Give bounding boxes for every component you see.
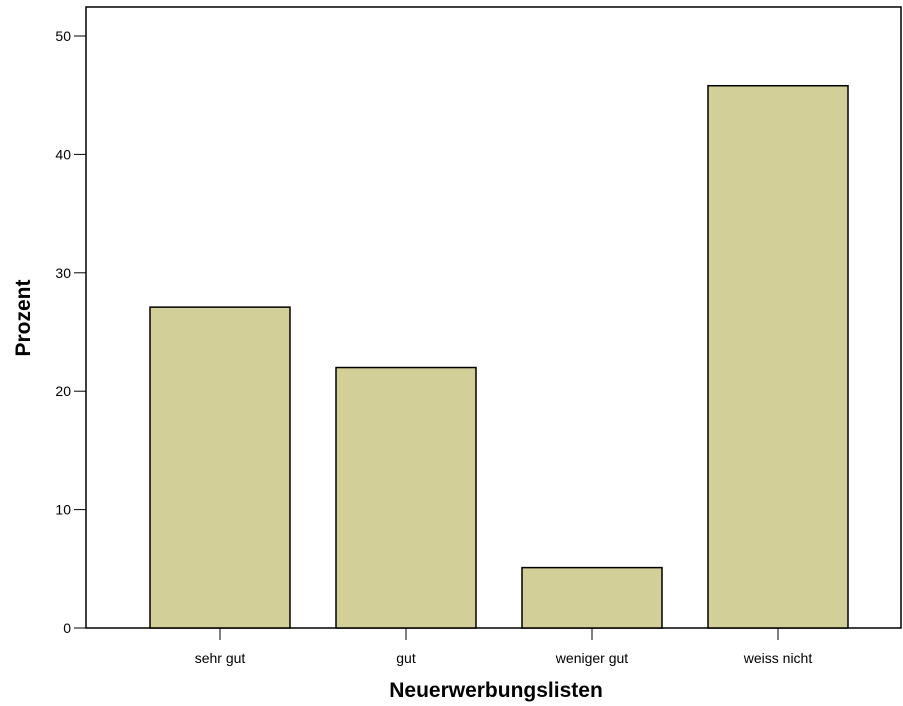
bar-sehr-gut [149, 306, 291, 629]
x-axis-title: Neuerwerbungslisten [389, 679, 603, 702]
y-tick-label: 30 [55, 265, 71, 281]
x-tick-label: weiss nicht [743, 650, 813, 666]
bar-gut [335, 366, 477, 629]
y-tick-label: 10 [55, 502, 71, 518]
y-tick-label: 40 [55, 146, 71, 162]
x-axis: sehr gut gut weniger gut weiss nicht [195, 628, 813, 666]
y-tick-label: 20 [55, 383, 71, 399]
y-tick-label: 50 [55, 28, 71, 44]
x-tick-label: gut [396, 650, 416, 666]
y-axis-title: Prozent [12, 279, 35, 356]
bars-layer [149, 84, 849, 629]
bar-weiss-nicht [707, 84, 849, 629]
bar-weniger-gut [521, 566, 663, 629]
y-axis: 0 10 20 30 40 50 [55, 28, 86, 636]
x-tick-label: weniger gut [555, 650, 628, 666]
x-tick-label: sehr gut [195, 650, 246, 666]
y-tick-label: 0 [63, 620, 71, 636]
